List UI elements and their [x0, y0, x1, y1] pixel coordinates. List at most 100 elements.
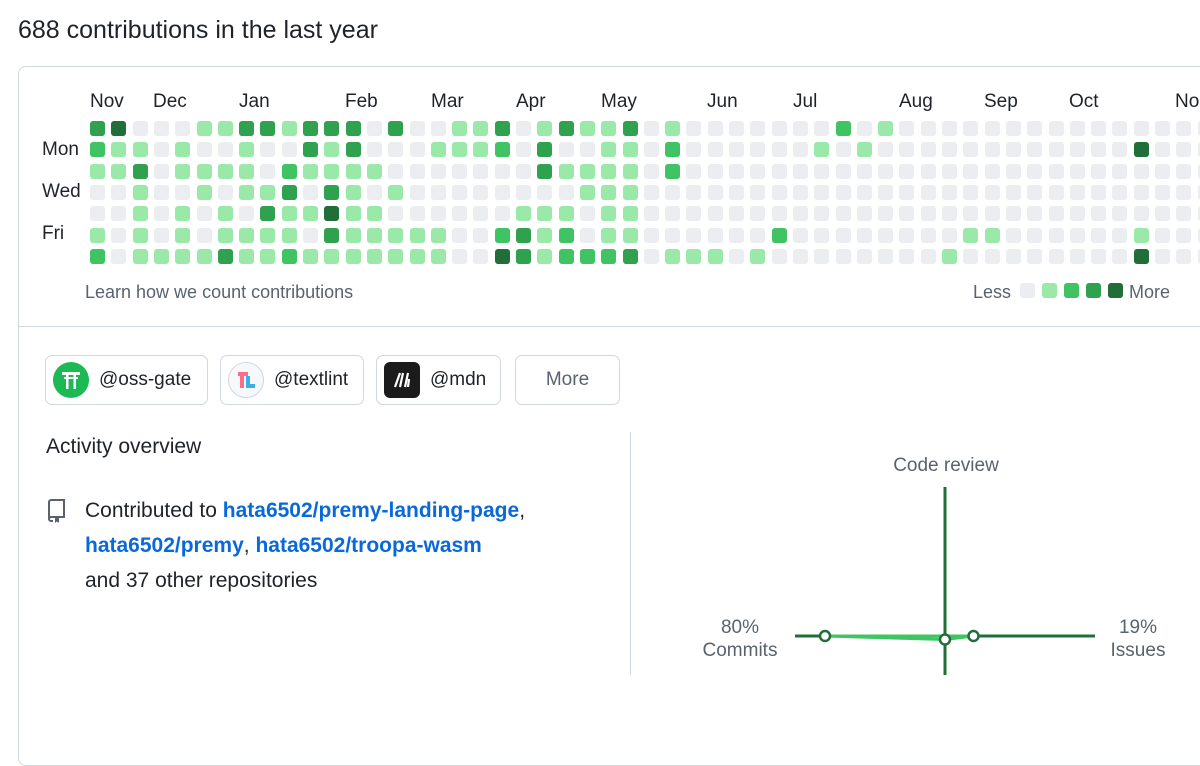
contribution-day-cell[interactable]	[835, 163, 851, 179]
contribution-day-cell[interactable]	[132, 227, 148, 243]
contribution-day-cell[interactable]	[1027, 163, 1043, 179]
contribution-day-cell[interactable]	[729, 142, 744, 158]
contribution-day-cell[interactable]	[537, 227, 553, 243]
contribution-day-cell[interactable]	[430, 227, 446, 243]
contribution-day-cell[interactable]	[281, 227, 297, 243]
contribution-day-cell[interactable]	[494, 184, 510, 200]
contribution-day-cell[interactable]	[643, 184, 659, 200]
contribution-day-cell[interactable]	[1027, 121, 1043, 136]
contribution-day-cell[interactable]	[153, 184, 169, 200]
contribution-day-cell[interactable]	[217, 184, 233, 200]
contribution-day-cell[interactable]	[494, 227, 510, 243]
contribution-day-cell[interactable]	[366, 142, 382, 158]
contribution-day-cell[interactable]	[601, 227, 617, 243]
contribution-day-cell[interactable]	[942, 206, 957, 222]
contribution-day-cell[interactable]	[281, 163, 297, 179]
contribution-day-cell[interactable]	[814, 248, 830, 264]
contribution-day-cell[interactable]	[942, 184, 957, 200]
contribution-day-cell[interactable]	[579, 163, 595, 179]
contribution-day-cell[interactable]	[452, 121, 468, 136]
contribution-day-cell[interactable]	[1069, 206, 1085, 222]
contribution-day-cell[interactable]	[388, 248, 404, 264]
contribution-day-cell[interactable]	[1027, 227, 1043, 243]
contribution-day-cell[interactable]	[452, 142, 468, 158]
contribution-day-cell[interactable]	[345, 142, 361, 158]
contribution-day-cell[interactable]	[366, 206, 382, 222]
contribution-day-cell[interactable]	[814, 163, 830, 179]
contribution-day-cell[interactable]	[1091, 142, 1107, 158]
contribution-day-cell[interactable]	[835, 227, 851, 243]
contribution-day-cell[interactable]	[750, 248, 766, 264]
contribution-day-cell[interactable]	[622, 227, 638, 243]
contribution-day-cell[interactable]	[409, 206, 425, 222]
contribution-day-cell[interactable]	[963, 248, 979, 264]
contribution-day-cell[interactable]	[132, 184, 148, 200]
contribution-day-cell[interactable]	[665, 163, 681, 179]
contribution-day-cell[interactable]	[1027, 184, 1043, 200]
contribution-day-cell[interactable]	[899, 184, 915, 200]
contribution-day-cell[interactable]	[942, 121, 957, 136]
contribution-day-cell[interactable]	[942, 227, 957, 243]
contribution-day-cell[interactable]	[750, 163, 766, 179]
contribution-day-cell[interactable]	[856, 206, 872, 222]
contribution-day-cell[interactable]	[239, 184, 255, 200]
contribution-day-cell[interactable]	[303, 121, 318, 136]
contribution-day-cell[interactable]	[281, 248, 297, 264]
org-button-oss-gate[interactable]: @oss-gate	[45, 355, 208, 405]
contribution-day-cell[interactable]	[196, 142, 212, 158]
contribution-day-cell[interactable]	[920, 227, 936, 243]
contribution-day-cell[interactable]	[1069, 121, 1085, 136]
contribution-day-cell[interactable]	[942, 163, 957, 179]
contribution-day-cell[interactable]	[771, 248, 787, 264]
contribution-day-cell[interactable]	[281, 121, 297, 136]
contribution-day-cell[interactable]	[984, 248, 1000, 264]
contribution-day-cell[interactable]	[239, 248, 255, 264]
contribution-day-cell[interactable]	[792, 206, 808, 222]
contribution-day-cell[interactable]	[1155, 206, 1170, 222]
contribution-day-cell[interactable]	[430, 121, 446, 136]
contribution-day-cell[interactable]	[239, 142, 255, 158]
contribution-day-cell[interactable]	[643, 227, 659, 243]
contribution-day-cell[interactable]	[260, 163, 276, 179]
contribution-day-cell[interactable]	[963, 163, 979, 179]
contribution-day-cell[interactable]	[686, 142, 702, 158]
contribution-day-cell[interactable]	[1176, 248, 1192, 264]
contribution-day-cell[interactable]	[729, 121, 744, 136]
contribution-day-cell[interactable]	[920, 163, 936, 179]
contribution-day-cell[interactable]	[1155, 248, 1170, 264]
contribution-day-cell[interactable]	[1176, 121, 1192, 136]
contribution-day-cell[interactable]	[217, 206, 233, 222]
contribution-day-cell[interactable]	[366, 163, 382, 179]
contribution-day-cell[interactable]	[90, 163, 105, 179]
contribution-day-cell[interactable]	[111, 206, 127, 222]
contribution-day-cell[interactable]	[1112, 184, 1128, 200]
contribution-day-cell[interactable]	[771, 163, 787, 179]
contribution-day-cell[interactable]	[792, 184, 808, 200]
contribution-day-cell[interactable]	[920, 206, 936, 222]
contribution-day-cell[interactable]	[153, 248, 169, 264]
contribution-day-cell[interactable]	[1155, 142, 1170, 158]
contribution-day-cell[interactable]	[729, 206, 744, 222]
contribution-day-cell[interactable]	[409, 184, 425, 200]
contribution-day-cell[interactable]	[643, 206, 659, 222]
contribution-day-cell[interactable]	[90, 184, 105, 200]
contribution-day-cell[interactable]	[1133, 163, 1149, 179]
contribution-day-cell[interactable]	[579, 121, 595, 136]
contribution-day-cell[interactable]	[537, 184, 553, 200]
contribution-day-cell[interactable]	[430, 142, 446, 158]
contribution-day-cell[interactable]	[473, 227, 489, 243]
contribution-day-cell[interactable]	[1197, 121, 1200, 136]
contribution-day-cell[interactable]	[771, 121, 787, 136]
contribution-day-cell[interactable]	[665, 184, 681, 200]
contribution-day-cell[interactable]	[856, 248, 872, 264]
contribution-day-cell[interactable]	[217, 248, 233, 264]
contribution-day-cell[interactable]	[1112, 248, 1128, 264]
contribution-day-cell[interactable]	[473, 206, 489, 222]
contribution-day-cell[interactable]	[1048, 227, 1064, 243]
contribution-day-cell[interactable]	[601, 163, 617, 179]
contribution-day-cell[interactable]	[665, 248, 681, 264]
contribution-day-cell[interactable]	[1069, 248, 1085, 264]
contribution-day-cell[interactable]	[984, 121, 1000, 136]
contribution-day-cell[interactable]	[132, 142, 148, 158]
contribution-day-cell[interactable]	[601, 184, 617, 200]
